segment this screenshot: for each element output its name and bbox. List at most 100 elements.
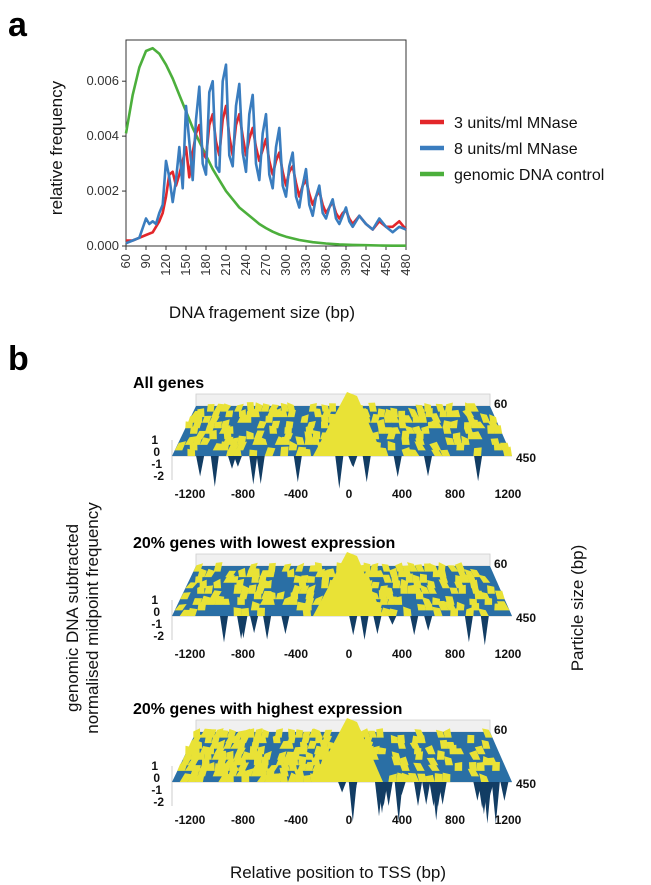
surface-patch-positive bbox=[493, 441, 502, 451]
surface-patch-positive bbox=[233, 607, 242, 616]
surface-patch-positive bbox=[368, 730, 377, 738]
surface-patch-positive bbox=[211, 734, 221, 744]
surface-patch-positive bbox=[221, 598, 230, 605]
surface-patch-positive bbox=[399, 763, 410, 771]
surface-patch-positive bbox=[223, 430, 232, 440]
surface-patch-positive bbox=[223, 574, 235, 583]
surface-trough bbox=[422, 782, 431, 805]
x-tick-label: 390 bbox=[338, 254, 353, 276]
x-axis-title: DNA fragement size (bp) bbox=[169, 303, 355, 322]
surface-patch-positive bbox=[282, 595, 292, 605]
surface-x-tick-label: 800 bbox=[445, 647, 465, 661]
particle-size-label: Particle size (bp) bbox=[568, 545, 587, 672]
surface-x-tick-label: 1200 bbox=[495, 813, 522, 827]
surface-patch-positive bbox=[232, 447, 242, 456]
surface-patch-positive bbox=[412, 574, 420, 583]
surface-patch-positive bbox=[251, 408, 260, 418]
surface-patch-positive bbox=[298, 755, 307, 766]
surface-patch-positive bbox=[439, 739, 449, 749]
surface-patch-positive bbox=[209, 415, 220, 423]
surface-patch-positive bbox=[401, 430, 410, 440]
surface-patch-positive bbox=[424, 563, 432, 572]
surface-patch-positive bbox=[434, 773, 443, 782]
surface-patch-positive bbox=[280, 402, 289, 412]
x-tick-label: 210 bbox=[218, 254, 233, 276]
surface-x-tick-label: -800 bbox=[231, 647, 255, 661]
surface-patch-positive bbox=[376, 728, 384, 738]
surface-trough bbox=[263, 616, 272, 640]
surface-patch-positive bbox=[444, 402, 453, 412]
surface-patch-positive bbox=[235, 746, 246, 755]
surface-patch-positive bbox=[421, 596, 433, 605]
surface-patch-positive bbox=[397, 734, 405, 744]
series-lines bbox=[124, 46, 408, 247]
surface-patch-positive bbox=[212, 769, 223, 777]
surface-patch-positive bbox=[442, 772, 451, 782]
surface-x-tick-label: -400 bbox=[284, 647, 308, 661]
surface-patch-positive bbox=[285, 421, 294, 429]
surface-patch-positive bbox=[390, 734, 399, 744]
surface-patch-positive bbox=[370, 413, 381, 423]
y-tick-label: 0.000 bbox=[86, 238, 119, 253]
surface-patch-positive bbox=[273, 408, 281, 418]
surface-patch-positive bbox=[326, 568, 336, 578]
legend-label: 3 units/ml MNase bbox=[454, 115, 578, 132]
y-tick-label: 0.006 bbox=[86, 73, 119, 88]
surface-patch-positive bbox=[438, 579, 450, 589]
surface-patch-positive bbox=[227, 767, 239, 777]
surface-x-tick-label: 800 bbox=[445, 813, 465, 827]
surface-trough bbox=[429, 782, 438, 807]
surface-patch-positive bbox=[417, 773, 427, 782]
surface-patch-positive bbox=[202, 415, 212, 423]
surface-patch-positive bbox=[313, 408, 322, 418]
surface-patch-positive bbox=[258, 736, 267, 744]
surface-trough bbox=[397, 782, 406, 795]
surface-patch-positive bbox=[220, 403, 232, 412]
surface-patch-positive bbox=[437, 568, 447, 578]
surface-trough bbox=[480, 616, 489, 646]
surface-x-tick-label: 0 bbox=[346, 647, 353, 661]
surface-patch-positive bbox=[289, 595, 298, 605]
surface-patch-positive bbox=[493, 425, 503, 434]
surface-patch-positive bbox=[209, 590, 222, 600]
surface-patch-positive bbox=[432, 606, 443, 616]
surface-patch-positive bbox=[195, 413, 203, 423]
surface-patch-positive bbox=[223, 739, 234, 749]
surface-trough bbox=[293, 456, 302, 483]
surface-patch-positive bbox=[269, 425, 278, 434]
surface-z-tick-label: 1 bbox=[151, 593, 158, 607]
surface-patch-positive bbox=[388, 608, 398, 616]
surface-trough bbox=[249, 456, 258, 485]
surface-patch-positive bbox=[460, 574, 470, 583]
surface-trough bbox=[210, 456, 219, 487]
surface-patch-positive bbox=[390, 427, 401, 434]
surface-patch-positive bbox=[382, 574, 392, 583]
surface-patch-positive bbox=[389, 414, 399, 423]
surface-patch-positive bbox=[360, 728, 371, 738]
surface-patch-positive bbox=[469, 750, 481, 760]
surface-patch-positive bbox=[241, 607, 250, 616]
surface-patch-positive bbox=[456, 601, 465, 611]
surface-patch-positive bbox=[470, 419, 479, 429]
x-axis: 60 90 120 150 180 210 240 270 300 330 360 390 420 450… bbox=[118, 246, 413, 276]
surface-patch-positive bbox=[204, 733, 213, 744]
surface-patch-positive bbox=[394, 596, 403, 605]
surface-patch-positive bbox=[482, 728, 493, 738]
surface-peak bbox=[313, 392, 383, 456]
surface-patch-positive bbox=[478, 608, 489, 616]
surface-patch-positive bbox=[302, 606, 312, 616]
surface-patch-positive bbox=[380, 607, 391, 616]
surface-patch-positive bbox=[417, 735, 426, 744]
surface-patch-positive bbox=[265, 597, 275, 605]
surface-patch-positive bbox=[467, 734, 475, 744]
surface-patch-positive bbox=[287, 568, 295, 578]
surface-x-tick-label: 0 bbox=[346, 487, 353, 501]
surface-patch-positive bbox=[272, 733, 281, 744]
surface-patch-positive bbox=[300, 414, 309, 423]
surface-patch-positive bbox=[226, 773, 234, 782]
surface-z-tick-label: -2 bbox=[153, 795, 164, 809]
surface-z-tick-label: -2 bbox=[153, 469, 164, 483]
surface-patch-positive bbox=[220, 730, 229, 738]
surface-patch-positive bbox=[481, 739, 491, 749]
surface-patch-positive bbox=[435, 403, 445, 412]
